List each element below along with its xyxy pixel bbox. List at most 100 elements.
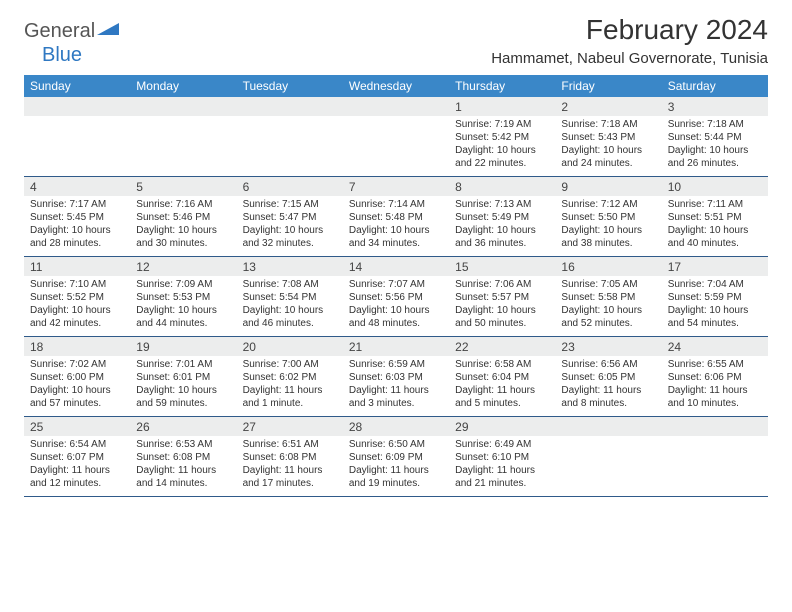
- week-daynum-row: 123: [24, 97, 768, 116]
- day-number: 14: [343, 257, 449, 276]
- day-day1: Daylight: 10 hours: [455, 144, 549, 157]
- day-number: 25: [24, 417, 130, 436]
- day-day2: and 44 minutes.: [136, 317, 230, 330]
- day-day2: and 21 minutes.: [455, 477, 549, 490]
- day-number: 7: [343, 177, 449, 196]
- day-day2: and 52 minutes.: [561, 317, 655, 330]
- day-day1: Daylight: 10 hours: [243, 304, 337, 317]
- day-cell: Sunrise: 7:19 AMSunset: 5:42 PMDaylight:…: [449, 116, 555, 176]
- day-day2: and 8 minutes.: [561, 397, 655, 410]
- week-body-row: Sunrise: 7:10 AMSunset: 5:52 PMDaylight:…: [24, 276, 768, 336]
- day-number: 17: [662, 257, 768, 276]
- day-day2: and 1 minute.: [243, 397, 337, 410]
- day-number: 12: [130, 257, 236, 276]
- day-day1: Daylight: 11 hours: [243, 464, 337, 477]
- day-cell: Sunrise: 6:53 AMSunset: 6:08 PMDaylight:…: [130, 436, 236, 496]
- logo: General: [24, 14, 119, 43]
- day-day1: Daylight: 10 hours: [30, 384, 124, 397]
- day-sunset: Sunset: 6:10 PM: [455, 451, 549, 464]
- day-cell: Sunrise: 7:15 AMSunset: 5:47 PMDaylight:…: [237, 196, 343, 256]
- day-sunset: Sunset: 6:00 PM: [30, 371, 124, 384]
- day-number: 26: [130, 417, 236, 436]
- day-number: 9: [555, 177, 661, 196]
- day-sunset: Sunset: 5:49 PM: [455, 211, 549, 224]
- dow-sat: Saturday: [662, 75, 768, 97]
- day-day1: Daylight: 10 hours: [561, 144, 655, 157]
- day-cell: [343, 116, 449, 176]
- day-day2: and 36 minutes.: [455, 237, 549, 250]
- day-cell: Sunrise: 7:08 AMSunset: 5:54 PMDaylight:…: [237, 276, 343, 336]
- day-day1: Daylight: 10 hours: [349, 224, 443, 237]
- day-sunrise: Sunrise: 6:50 AM: [349, 438, 443, 451]
- day-sunrise: Sunrise: 7:05 AM: [561, 278, 655, 291]
- day-sunset: Sunset: 5:46 PM: [136, 211, 230, 224]
- dow-wed: Wednesday: [343, 75, 449, 97]
- day-number: 6: [237, 177, 343, 196]
- logo-word-2: Blue: [42, 44, 82, 67]
- day-sunrise: Sunrise: 7:14 AM: [349, 198, 443, 211]
- day-sunset: Sunset: 5:44 PM: [668, 131, 762, 144]
- day-cell: Sunrise: 6:59 AMSunset: 6:03 PMDaylight:…: [343, 356, 449, 416]
- day-day1: Daylight: 11 hours: [349, 384, 443, 397]
- day-sunset: Sunset: 5:57 PM: [455, 291, 549, 304]
- day-sunrise: Sunrise: 7:00 AM: [243, 358, 337, 371]
- day-day1: Daylight: 11 hours: [243, 384, 337, 397]
- day-cell: Sunrise: 7:14 AMSunset: 5:48 PMDaylight:…: [343, 196, 449, 256]
- day-day1: Daylight: 10 hours: [30, 304, 124, 317]
- day-cell: Sunrise: 7:18 AMSunset: 5:44 PMDaylight:…: [662, 116, 768, 176]
- day-day2: and 24 minutes.: [561, 157, 655, 170]
- day-sunset: Sunset: 5:52 PM: [30, 291, 124, 304]
- day-sunset: Sunset: 5:53 PM: [136, 291, 230, 304]
- day-day1: Daylight: 10 hours: [136, 304, 230, 317]
- day-sunset: Sunset: 5:45 PM: [30, 211, 124, 224]
- day-number: 24: [662, 337, 768, 356]
- day-cell: Sunrise: 7:09 AMSunset: 5:53 PMDaylight:…: [130, 276, 236, 336]
- day-sunrise: Sunrise: 7:18 AM: [561, 118, 655, 131]
- day-day1: Daylight: 10 hours: [561, 304, 655, 317]
- day-sunset: Sunset: 5:54 PM: [243, 291, 337, 304]
- logo-triangle-icon: [97, 21, 119, 42]
- day-sunrise: Sunrise: 6:58 AM: [455, 358, 549, 371]
- day-day1: Daylight: 11 hours: [668, 384, 762, 397]
- day-sunset: Sunset: 6:05 PM: [561, 371, 655, 384]
- week-divider: [24, 496, 768, 497]
- day-number: [130, 97, 236, 116]
- day-day1: Daylight: 10 hours: [349, 304, 443, 317]
- day-sunrise: Sunrise: 7:15 AM: [243, 198, 337, 211]
- day-day1: Daylight: 10 hours: [136, 384, 230, 397]
- day-cell: Sunrise: 7:10 AMSunset: 5:52 PMDaylight:…: [24, 276, 130, 336]
- day-sunset: Sunset: 5:56 PM: [349, 291, 443, 304]
- day-day2: and 17 minutes.: [243, 477, 337, 490]
- day-day2: and 50 minutes.: [455, 317, 549, 330]
- day-number: [24, 97, 130, 116]
- day-sunrise: Sunrise: 7:17 AM: [30, 198, 124, 211]
- dow-thu: Thursday: [449, 75, 555, 97]
- day-cell: Sunrise: 7:18 AMSunset: 5:43 PMDaylight:…: [555, 116, 661, 176]
- day-cell: Sunrise: 7:01 AMSunset: 6:01 PMDaylight:…: [130, 356, 236, 416]
- day-day1: Daylight: 11 hours: [30, 464, 124, 477]
- page-title: February 2024: [586, 14, 768, 46]
- day-sunset: Sunset: 5:47 PM: [243, 211, 337, 224]
- day-day1: Daylight: 10 hours: [243, 224, 337, 237]
- day-sunrise: Sunrise: 7:07 AM: [349, 278, 443, 291]
- day-day1: Daylight: 11 hours: [561, 384, 655, 397]
- day-day2: and 46 minutes.: [243, 317, 337, 330]
- day-sunrise: Sunrise: 7:06 AM: [455, 278, 549, 291]
- day-sunset: Sunset: 6:09 PM: [349, 451, 443, 464]
- day-cell: Sunrise: 7:06 AMSunset: 5:57 PMDaylight:…: [449, 276, 555, 336]
- day-cell: Sunrise: 7:17 AMSunset: 5:45 PMDaylight:…: [24, 196, 130, 256]
- day-number: [555, 417, 661, 436]
- day-day1: Daylight: 10 hours: [668, 224, 762, 237]
- day-cell: Sunrise: 6:50 AMSunset: 6:09 PMDaylight:…: [343, 436, 449, 496]
- day-sunrise: Sunrise: 7:02 AM: [30, 358, 124, 371]
- dow-tue: Tuesday: [237, 75, 343, 97]
- day-number: [343, 97, 449, 116]
- day-day2: and 30 minutes.: [136, 237, 230, 250]
- day-cell: Sunrise: 6:58 AMSunset: 6:04 PMDaylight:…: [449, 356, 555, 416]
- day-sunrise: Sunrise: 7:19 AM: [455, 118, 549, 131]
- day-sunrise: Sunrise: 6:53 AM: [136, 438, 230, 451]
- day-number: 23: [555, 337, 661, 356]
- week-body-row: Sunrise: 7:19 AMSunset: 5:42 PMDaylight:…: [24, 116, 768, 176]
- day-number: [662, 417, 768, 436]
- day-day2: and 48 minutes.: [349, 317, 443, 330]
